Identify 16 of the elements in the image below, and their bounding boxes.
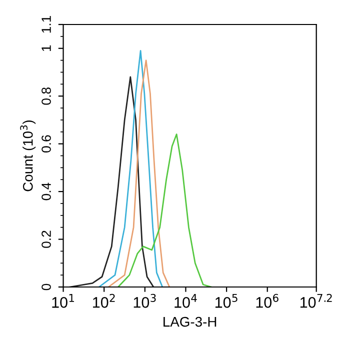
x-tick-label: 10$^{5}$ — [215, 294, 238, 308]
x-tick-label: 10$^{7.2}$ — [300, 294, 332, 308]
y-tick-label: 0.2 — [42, 230, 51, 248]
y-axis-title: Count (10$^{3}$) — [20, 120, 36, 192]
y-tick-label: 0 — [42, 284, 51, 290]
x-tick-label: 10$^{1}$ — [52, 294, 74, 308]
y-tick-label: 1 — [42, 45, 51, 52]
y-tick-label: 0.8 — [42, 87, 51, 105]
y-tick-label: 0.4 — [42, 182, 51, 200]
y-tick-label: 1.1 — [42, 16, 51, 33]
x-tick-label: 10$^{6}$ — [256, 294, 278, 308]
y-tick-label: 0.6 — [42, 135, 51, 152]
x-tick-label: 10$^{2}$ — [93, 294, 115, 308]
x-tick-label: 10$^{4}$ — [174, 294, 197, 308]
x-axis-title: LAG-3-H — [164, 316, 216, 327]
x-tick-label: 10$^{3}$ — [134, 294, 156, 308]
